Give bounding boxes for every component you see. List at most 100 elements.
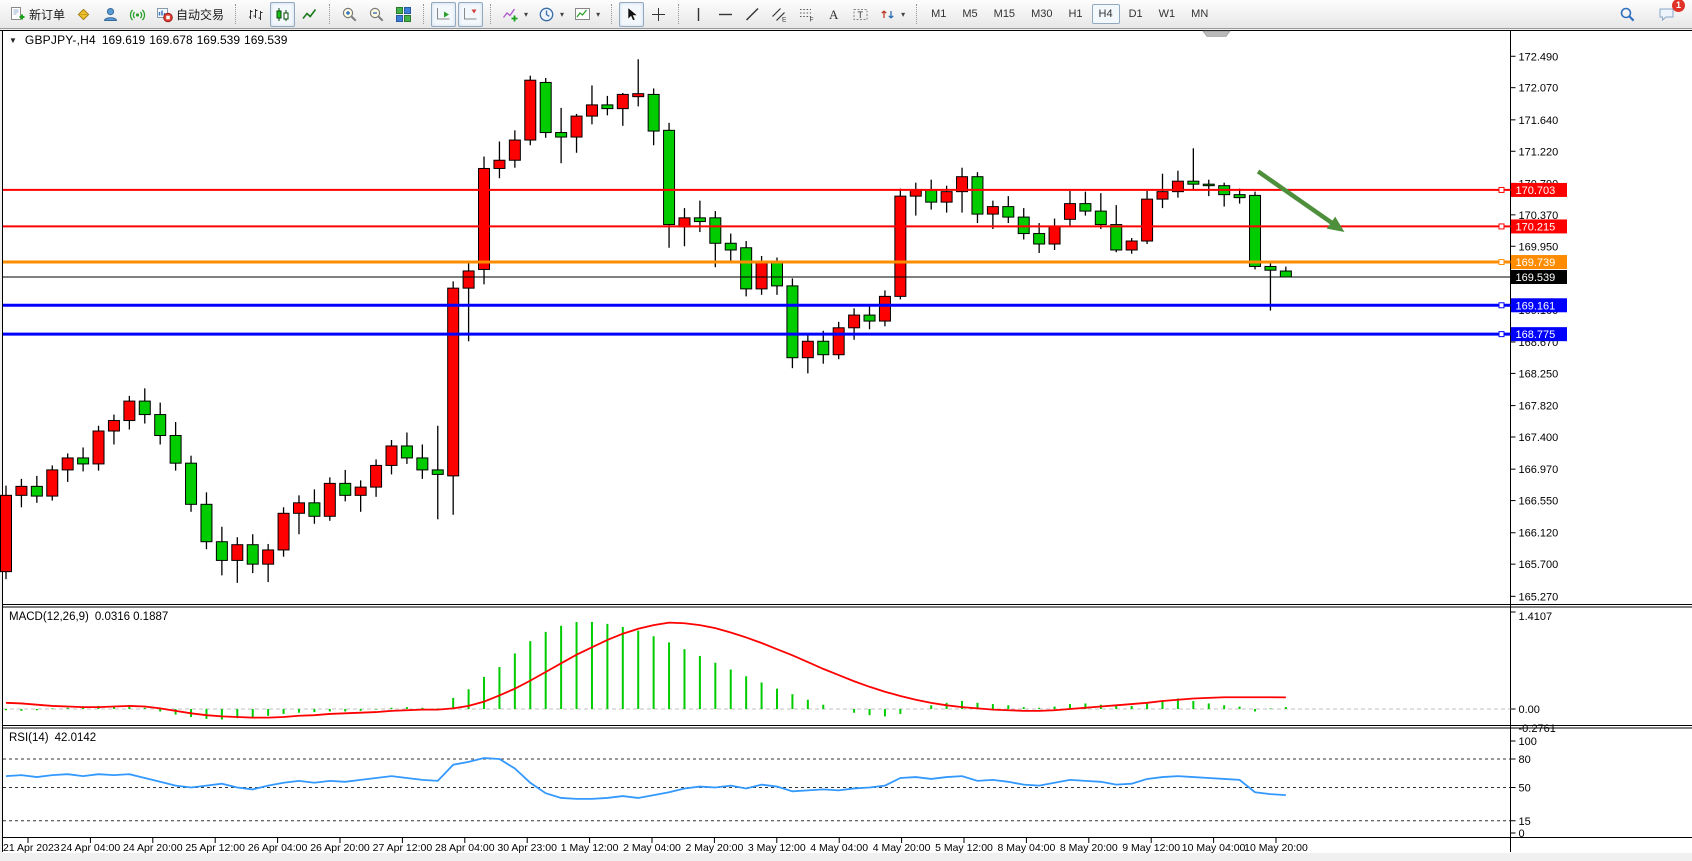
new-order-button[interactable]: 新订单	[5, 2, 69, 27]
tile-windows-icon	[395, 6, 412, 23]
rsi-indicator-label: RSI(14) 42.0142	[9, 732, 96, 744]
timeframe-m1-button[interactable]: M1	[931, 8, 947, 20]
metaeditor-button[interactable]	[71, 2, 96, 27]
price-tag: 170.703	[1511, 182, 1567, 197]
svg-text:21 Apr 2023: 21 Apr 2023	[3, 842, 60, 854]
text-icon: A	[825, 6, 842, 23]
chevron-down-icon[interactable]: ▾	[560, 9, 565, 19]
zoom-in-button[interactable]	[337, 2, 362, 27]
crosshair-icon	[650, 6, 667, 23]
macd-value-signal: 0.1887	[133, 611, 169, 623]
horizontal-level-lines[interactable]	[3, 186, 1511, 338]
community-button[interactable]	[98, 2, 123, 27]
svg-text:3 May 12:00: 3 May 12:00	[748, 842, 806, 854]
hline-handle[interactable]	[1498, 259, 1505, 266]
svg-text:166.970: 166.970	[1519, 464, 1559, 476]
svg-text:165.700: 165.700	[1519, 559, 1559, 571]
indicators-button[interactable]: ▾	[498, 2, 532, 27]
zoom-out-icon	[368, 6, 385, 23]
svg-text:171.220: 171.220	[1519, 146, 1559, 158]
vertical-line-icon	[690, 6, 707, 23]
timeframe-w1-button[interactable]: W1	[1158, 8, 1176, 20]
chart-bars-button[interactable]	[243, 2, 268, 27]
time-axis[interactable]: 21 Apr 2023 24 Apr 04:00 24 Apr 20:00 25 Ap…	[3, 838, 1308, 854]
chevron-down-icon[interactable]: ▾	[596, 9, 601, 19]
text-button[interactable]: A	[821, 2, 846, 27]
svg-text:171.640: 171.640	[1519, 115, 1559, 127]
window-splitter-notch[interactable]	[1202, 30, 1231, 37]
cursor-button[interactable]	[619, 1, 645, 27]
periods-button[interactable]: ▾	[534, 2, 568, 27]
search-icon	[1619, 6, 1636, 23]
svg-text:165.270: 165.270	[1519, 591, 1559, 603]
auto-scroll-button[interactable]	[431, 1, 457, 27]
timeframe-m30-button[interactable]: M30	[1031, 8, 1053, 20]
svg-text:2 May 20:00: 2 May 20:00	[686, 842, 744, 854]
timeframe-m5-button[interactable]: M5	[962, 8, 978, 20]
arrows-icon	[879, 6, 896, 23]
trend-line-button[interactable]	[740, 2, 765, 27]
hline-handle[interactable]	[1498, 331, 1505, 338]
svg-text:24 Apr 20:00: 24 Apr 20:00	[123, 842, 183, 854]
macd-axis: 1.4107 0.00 -0.2761	[1510, 611, 1556, 735]
svg-text:8 May 20:00: 8 May 20:00	[1060, 842, 1118, 854]
svg-text:5 May 12:00: 5 May 12:00	[935, 842, 993, 854]
signals-button[interactable]	[125, 2, 150, 27]
crosshair-button[interactable]	[646, 2, 671, 27]
fibonacci-button[interactable]: F	[794, 2, 819, 27]
price-tag: 169.739	[1511, 255, 1567, 269]
timeframe-mn-button[interactable]: MN	[1191, 8, 1209, 20]
macd-indicator-label: MACD(12,26,9) 0.0316 0.1887	[9, 611, 168, 623]
search-button[interactable]	[1615, 2, 1640, 27]
chat-button[interactable]: 1	[1654, 0, 1685, 27]
timeframe-h1-button[interactable]: H1	[1068, 8, 1083, 20]
toolbar-left: 新订单 自动交易 ▾ ▾ ▾ E F A T ▾ M1 M5 M15 M30 H1 H4 D1 W1 MN	[4, 1, 1216, 27]
chevron-down-icon[interactable]: ▾	[524, 9, 529, 19]
autotrading-label: 自动交易	[176, 7, 225, 22]
price-tag: 168.775	[1511, 327, 1567, 342]
svg-text:4 May 04:00: 4 May 04:00	[810, 842, 868, 854]
chart-candles-button[interactable]	[270, 1, 296, 27]
toolbar: 新订单 自动交易 ▾ ▾ ▾ E F A T ▾ M1 M5 M15 M30 H1 H4 D1 W1 MN 1	[0, 0, 1692, 29]
timeframe-d1-button[interactable]: D1	[1128, 8, 1143, 20]
chevron-down-icon[interactable]: ▾	[901, 9, 906, 19]
timeframe-h4-button[interactable]: H4	[1091, 4, 1120, 24]
svg-text:9 May 12:00: 9 May 12:00	[1122, 842, 1180, 854]
chart-line-button[interactable]	[297, 2, 322, 27]
toolbar-separator	[329, 4, 331, 24]
price-axis[interactable]: 172.490172.070171.640171.220170.790170.3…	[1510, 51, 1568, 603]
equidistant-channel-button[interactable]: E	[767, 2, 792, 27]
svg-text:4 May 20:00: 4 May 20:00	[873, 842, 931, 854]
ohlc-close: 169.539	[244, 33, 288, 47]
metaeditor-icon	[75, 6, 92, 23]
price-tag: 170.215	[1511, 219, 1567, 234]
candles-icon	[274, 6, 291, 23]
toolbar-separator	[611, 4, 613, 24]
arrows-button[interactable]: ▾	[875, 2, 909, 27]
price-tag: 169.539	[1511, 270, 1567, 284]
trend-arrow-annotation[interactable]	[1256, 169, 1345, 233]
periods-icon	[538, 6, 555, 23]
timeframe-m15-button[interactable]: M15	[993, 8, 1016, 20]
macd-title: MACD(12,26,9)	[9, 611, 89, 623]
hline-handle[interactable]	[1498, 302, 1505, 309]
zoom-out-button[interactable]	[364, 2, 389, 27]
trend-line-icon	[744, 6, 761, 23]
chart-shift-button[interactable]	[458, 1, 484, 27]
autotrading-button[interactable]: 自动交易	[152, 2, 228, 27]
hline-handle[interactable]	[1498, 186, 1505, 193]
svg-text:166.120: 166.120	[1519, 528, 1559, 540]
templates-button[interactable]: ▾	[570, 2, 604, 27]
horizontal-line-icon	[717, 6, 734, 23]
vertical-line-button[interactable]	[686, 2, 711, 27]
svg-text:26 Apr 20:00: 26 Apr 20:00	[310, 842, 370, 854]
horizontal-line-button[interactable]	[713, 2, 738, 27]
svg-text:80: 80	[1519, 754, 1531, 766]
text-label-button[interactable]: T	[848, 2, 873, 27]
tile-windows-button[interactable]	[391, 2, 416, 27]
one-click-toggle-icon[interactable]: ▼	[9, 35, 17, 45]
symbol-period-label: GBPJPY-,H4	[24, 33, 96, 47]
hline-handle[interactable]	[1498, 223, 1505, 230]
